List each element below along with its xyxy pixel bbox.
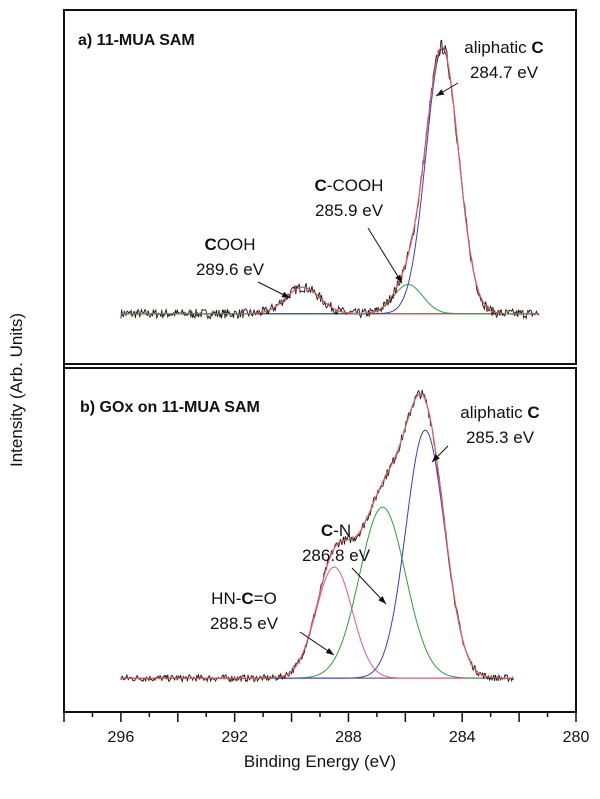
panel-a-title: a) 11-MUA SAM bbox=[78, 32, 195, 49]
x-tick-label: 280 bbox=[563, 729, 590, 746]
panel-a-peak-value-3: 289.6 eV bbox=[196, 260, 265, 279]
panel-a-arrowhead-1 bbox=[436, 89, 445, 96]
panel-b-measured-spectrum bbox=[120, 389, 514, 683]
panel-b-peak-label-3: HN-C=O bbox=[211, 589, 277, 608]
panel-a-arrowhead-2 bbox=[395, 274, 402, 283]
panel-b-peak-label-2: C-N bbox=[321, 521, 351, 540]
panel-b-arrowhead-1 bbox=[432, 454, 440, 462]
y-axis-label: Intensity (Arb. Units) bbox=[7, 313, 26, 467]
x-axis-label: Binding Energy (eV) bbox=[243, 752, 397, 771]
y-axis-label-box: Intensity (Arb. Units) bbox=[2, 270, 32, 510]
panel-b-peak-value-1: 285.3 eV bbox=[466, 428, 535, 447]
panel-b-fit-envelope bbox=[120, 393, 514, 679]
panel-a-peak-value-1: 284.7 eV bbox=[470, 63, 539, 82]
panel-a: a) 11-MUA SAM aliphatic C 284.7 eV C-COOH 28… bbox=[63, 9, 577, 365]
panel-b-title: b) GOx on 11-MUA SAM bbox=[80, 399, 260, 416]
panel-a-frame bbox=[63, 9, 577, 365]
x-tick-label: 284 bbox=[449, 729, 476, 746]
panel-a-peak-label-1: aliphatic C bbox=[464, 38, 543, 57]
panel-b-fit-peak-1 bbox=[120, 566, 514, 679]
panel-b-peak-label-1: aliphatic C bbox=[460, 403, 539, 422]
panel-b-fit-peak-2 bbox=[120, 506, 514, 679]
panel-b-peak-value-3: 288.5 eV bbox=[210, 614, 279, 633]
panel-b-arrowhead-3 bbox=[325, 648, 334, 655]
panel-b-frame bbox=[63, 367, 577, 713]
panel-b-arrowhead-2 bbox=[378, 596, 386, 604]
x-tick-label: 288 bbox=[335, 729, 362, 746]
panel-b: b) GOx on 11-MUA SAM aliphatic C 285.3 eV C… bbox=[63, 367, 577, 713]
x-tick-label: 292 bbox=[221, 729, 248, 746]
panel-a-arrowhead-3 bbox=[281, 291, 290, 298]
panel-a-peak-label-3: COOH bbox=[204, 235, 255, 254]
panel-a-fit-envelope bbox=[120, 46, 539, 315]
panel-a-peak-value-2: 285.9 eV bbox=[315, 201, 384, 220]
panel-b-pointer-line-2 bbox=[351, 567, 387, 605]
panel-a-fit-peak-1 bbox=[120, 286, 539, 315]
panel-a-peak-label-2: C-COOH bbox=[315, 176, 384, 195]
x-tick-label: 296 bbox=[108, 729, 135, 746]
panel-b-peak-value-2: 286.8 eV bbox=[302, 546, 371, 565]
panel-a-pointer-line-2 bbox=[367, 227, 403, 284]
